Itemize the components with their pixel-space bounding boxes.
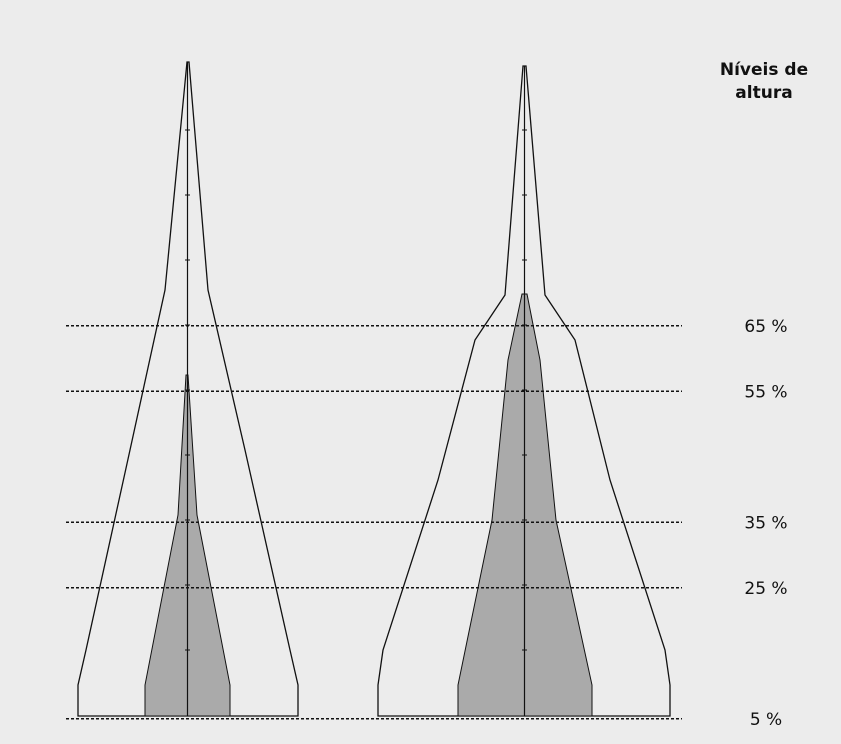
level-label-55: 55 %	[744, 382, 787, 402]
level-label-5: 5 %	[750, 710, 782, 730]
level-label-25: 25 %	[744, 579, 787, 599]
tree-left-ticks	[185, 129, 190, 651]
diagram-background	[8, 8, 833, 732]
height-levels: 65 % 55 % 35 % 25 % 5 %	[66, 317, 788, 730]
header-title-line1: Níveis de	[720, 60, 808, 80]
tree-left-crown-outline	[77, 61, 299, 717]
header-title-line2: altura	[735, 83, 792, 103]
tree-right	[377, 65, 671, 717]
level-label-35: 35 %	[744, 513, 787, 533]
tree-right-crown-outline	[377, 65, 671, 717]
tree-right-ticks	[522, 129, 527, 651]
level-label-65: 65 %	[744, 317, 787, 337]
tree-left	[77, 61, 299, 717]
